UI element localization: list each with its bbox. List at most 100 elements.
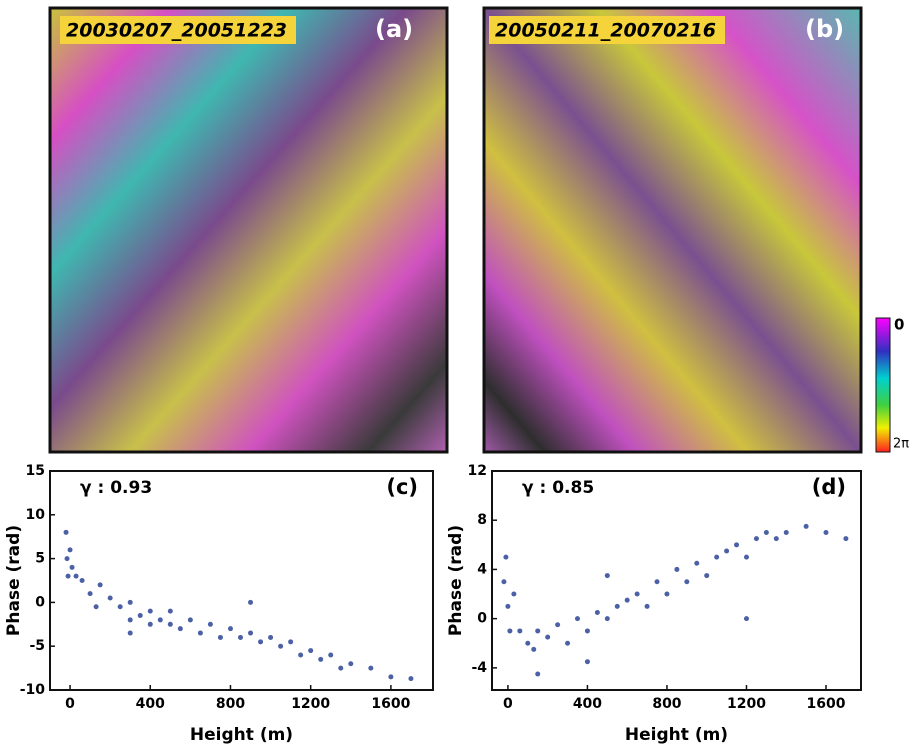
x-tick-label: 1200	[727, 696, 766, 712]
point	[117, 604, 123, 610]
colorbar	[875, 317, 891, 453]
panel-tag: (b)	[805, 15, 844, 43]
point	[505, 603, 511, 609]
colorbar-label: 0	[894, 316, 904, 334]
interferogram-b	[482, 6, 863, 454]
point	[167, 608, 173, 614]
y-tick-label: 8	[477, 512, 487, 528]
image-label-box	[489, 16, 725, 44]
point	[535, 628, 541, 634]
x-axis-label: Height (m)	[625, 725, 728, 745]
point	[147, 621, 153, 627]
point	[298, 652, 304, 658]
panel-tag: (c)	[386, 475, 418, 499]
point	[97, 582, 103, 588]
point	[604, 573, 610, 579]
point	[258, 639, 264, 645]
point	[507, 628, 513, 634]
x-tick-label: 800	[652, 696, 681, 712]
point	[65, 573, 71, 579]
point	[63, 529, 69, 535]
point	[127, 599, 133, 605]
point	[664, 591, 670, 597]
point	[501, 579, 507, 585]
point	[614, 603, 620, 609]
plot-frame	[49, 470, 434, 691]
image-label: 20050211_20070216	[495, 20, 716, 42]
point	[743, 554, 749, 560]
point	[328, 652, 334, 658]
point	[207, 621, 213, 627]
point	[823, 530, 829, 536]
point	[64, 556, 70, 562]
point	[584, 628, 590, 634]
point	[308, 648, 314, 654]
point	[773, 536, 779, 542]
y-tick-label: -10	[20, 682, 46, 698]
point	[187, 617, 193, 623]
point	[517, 628, 523, 634]
point	[338, 665, 344, 671]
point	[783, 530, 789, 536]
point	[565, 640, 571, 646]
x-axis-label: Height (m)	[190, 725, 293, 745]
point	[644, 603, 650, 609]
point	[278, 643, 284, 649]
point	[525, 640, 531, 646]
point	[734, 542, 740, 548]
point	[843, 536, 849, 542]
point	[763, 530, 769, 536]
point	[368, 665, 374, 671]
point	[753, 536, 759, 542]
point	[704, 573, 710, 579]
point	[503, 554, 509, 560]
point	[217, 634, 223, 640]
y-tick-label: 0	[35, 594, 45, 610]
point	[227, 626, 233, 632]
x-tick-label: 800	[216, 696, 245, 712]
point	[237, 634, 243, 640]
y-tick-label: 4	[477, 561, 487, 577]
point	[574, 616, 580, 622]
annotation: γ : 0.93	[80, 478, 152, 498]
y-tick-label: 5	[35, 551, 45, 567]
point	[348, 661, 354, 667]
y-tick-label: 12	[468, 463, 487, 479]
point	[67, 547, 73, 553]
annotation: γ : 0.85	[522, 478, 594, 498]
x-tick-label: 0	[65, 696, 75, 712]
point	[87, 591, 93, 597]
point	[594, 609, 600, 615]
point	[318, 656, 324, 662]
y-axis-label: Phase (rad)	[4, 525, 24, 636]
point	[79, 578, 85, 583]
point	[388, 674, 394, 680]
point	[248, 630, 254, 636]
y-axis-label: Phase (rad)	[446, 525, 466, 636]
point	[147, 608, 153, 614]
point	[604, 616, 610, 622]
point	[674, 566, 680, 572]
point	[268, 634, 274, 640]
point	[743, 616, 749, 622]
x-tick-label: 1600	[371, 696, 410, 712]
point	[107, 595, 113, 601]
colorbar-label: 2π	[893, 437, 909, 452]
y-tick-label: -5	[29, 638, 45, 654]
point	[137, 613, 143, 619]
image-label-box	[60, 16, 296, 44]
point	[803, 523, 809, 529]
point	[654, 579, 660, 585]
interferogram-a	[48, 6, 449, 454]
point	[73, 573, 79, 579]
y-tick-label: 0	[477, 611, 487, 627]
point	[684, 579, 690, 585]
point	[69, 564, 75, 570]
point	[197, 630, 203, 636]
point	[248, 599, 254, 605]
panel-tag: (d)	[812, 475, 846, 499]
point	[724, 548, 730, 554]
y-tick-label: 10	[26, 507, 46, 523]
point	[555, 622, 561, 628]
